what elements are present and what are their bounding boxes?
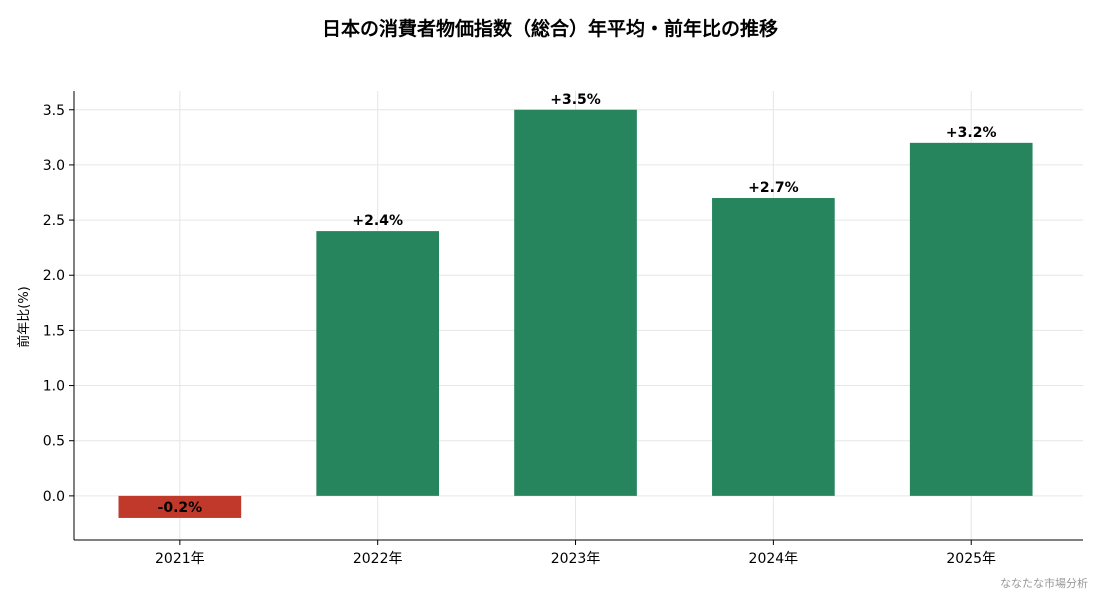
data-label: +3.5% [550,92,601,108]
watermark: ななたな市場分析 [1000,576,1088,590]
x-tick-label: 2024年 [749,551,799,567]
data-label: +3.2% [946,125,997,141]
data-label: +2.4% [352,213,403,229]
x-tick-label: 2022年 [353,551,403,567]
bar-2021年 [118,495,242,518]
bar-2023年 [514,109,637,496]
x-tick-label: 2023年 [551,551,601,567]
y-tick-label: 0.0 [43,489,65,505]
data-labels: -0.2% +2.4% +3.5% +2.7% +3.2% [158,92,997,516]
axes: 0.0 0.5 1.0 1.5 2.0 2.5 3.0 3.5 2021年 2022年 2023年 2… [43,91,1083,567]
data-label: -0.2% [158,500,203,516]
chart-title: 日本の消費者物価指数（総合）年平均・前年比の推移 [322,17,778,40]
x-tick-label: 2025年 [946,551,996,567]
bar-2024年 [712,198,835,496]
y-tick-label: 3.0 [43,158,65,174]
y-tick-label: 2.0 [43,268,65,284]
bar-2025年 [909,142,1033,496]
x-tick-label: 2021年 [155,551,205,567]
y-tick-label: 2.5 [43,213,65,229]
data-label: +2.7% [748,180,799,196]
y-tick-label: 1.5 [43,323,65,339]
y-axis-label: 前年比(%) [16,286,32,348]
y-tick-label: 3.5 [43,103,65,119]
bars [118,109,1033,518]
y-tick-label: 1.0 [43,379,65,395]
y-tick-label: 0.5 [43,434,65,450]
bar-2022年 [316,231,440,496]
